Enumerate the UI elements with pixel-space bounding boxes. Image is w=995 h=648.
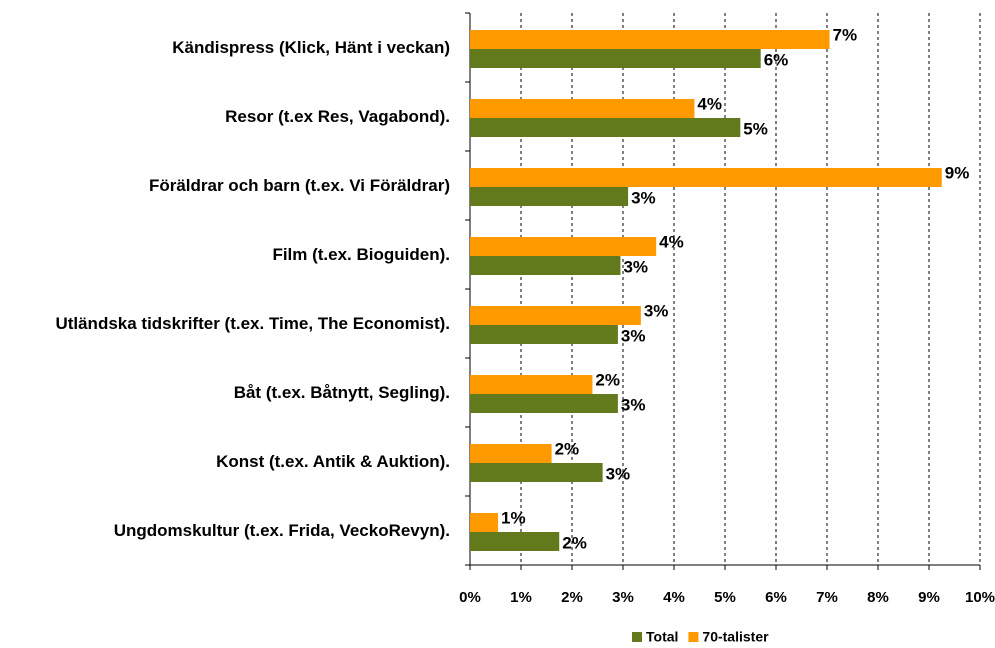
category-text: Konst (t.ex. Antik & Auktion). bbox=[216, 451, 450, 471]
bar bbox=[470, 168, 942, 187]
data-label: 4% bbox=[697, 94, 722, 113]
data-label: 1% bbox=[501, 508, 526, 527]
data-label: 3% bbox=[631, 188, 656, 207]
x-tick-label: 8% bbox=[867, 589, 889, 606]
data-label: 9% bbox=[945, 163, 970, 182]
x-tick-label: 2% bbox=[561, 589, 583, 606]
data-label: 2% bbox=[595, 370, 620, 389]
data-label: 6% bbox=[764, 50, 789, 69]
data-label: 3% bbox=[606, 464, 631, 483]
category-text: Utländska tidskrifter (t.ex. Time, The E… bbox=[55, 313, 450, 333]
x-tick-label: 5% bbox=[714, 589, 736, 606]
x-tick-label: 4% bbox=[663, 589, 685, 606]
data-label: 4% bbox=[659, 232, 684, 251]
category-text: Film (t.ex. Bioguiden). bbox=[272, 244, 450, 264]
category-label: Resor (t.ex Res, Vagabond). bbox=[0, 82, 450, 151]
x-tick-label: 9% bbox=[918, 589, 940, 606]
data-label: 7% bbox=[833, 25, 858, 44]
bar bbox=[470, 375, 593, 394]
category-text: Kändispress (Klick, Hänt i veckan) bbox=[172, 37, 450, 57]
bar bbox=[470, 237, 657, 256]
category-text: Föräldrar och barn (t.ex. Vi Föräldrar) bbox=[148, 175, 450, 195]
bar bbox=[470, 513, 499, 532]
data-label: 3% bbox=[621, 395, 646, 414]
bar bbox=[470, 394, 618, 413]
category-label: Föräldrar och barn (t.ex. Vi Föräldrar) bbox=[0, 151, 450, 220]
bar bbox=[470, 256, 621, 275]
bar bbox=[470, 532, 560, 551]
category-text: Resor (t.ex Res, Vagabond). bbox=[225, 106, 450, 126]
x-tick-label: 10% bbox=[965, 589, 995, 606]
data-label: 3% bbox=[644, 301, 669, 320]
category-label: Utländska tidskrifter (t.ex. Time, The E… bbox=[0, 289, 450, 358]
data-label: 3% bbox=[623, 257, 648, 276]
x-tick-label: 0% bbox=[459, 589, 481, 606]
bar bbox=[470, 49, 761, 68]
bar bbox=[470, 118, 741, 137]
bar bbox=[470, 30, 830, 49]
category-text: Båt (t.ex. Båtnytt, Segling). bbox=[233, 382, 450, 402]
legend-label: 70-talister bbox=[702, 629, 769, 645]
category-label: Ungdomskultur (t.ex. Frida, VeckoRevyn). bbox=[0, 496, 450, 565]
category-label: Konst (t.ex. Antik & Auktion). bbox=[0, 427, 450, 496]
bar bbox=[470, 99, 695, 118]
x-tick-label: 1% bbox=[510, 589, 532, 606]
category-label: Film (t.ex. Bioguiden). bbox=[0, 220, 450, 289]
bar bbox=[470, 187, 629, 206]
x-tick-label: 3% bbox=[612, 589, 634, 606]
legend-label: Total bbox=[646, 629, 678, 645]
data-label: 2% bbox=[555, 439, 580, 458]
data-label: 5% bbox=[743, 119, 768, 138]
x-tick-label: 7% bbox=[816, 589, 838, 606]
category-label: Båt (t.ex. Båtnytt, Segling). bbox=[0, 358, 450, 427]
bar bbox=[470, 325, 618, 344]
data-label: 3% bbox=[621, 326, 646, 345]
category-text: Ungdomskultur (t.ex. Frida, VeckoRevyn). bbox=[113, 520, 450, 540]
x-tick-label: 6% bbox=[765, 589, 787, 606]
category-label: Kändispress (Klick, Hänt i veckan) bbox=[0, 13, 450, 82]
legend-swatch bbox=[688, 632, 699, 642]
data-label: 2% bbox=[562, 533, 587, 552]
bar bbox=[470, 444, 552, 463]
legend-swatch bbox=[632, 632, 642, 642]
bar bbox=[470, 463, 603, 482]
bar bbox=[470, 306, 641, 325]
